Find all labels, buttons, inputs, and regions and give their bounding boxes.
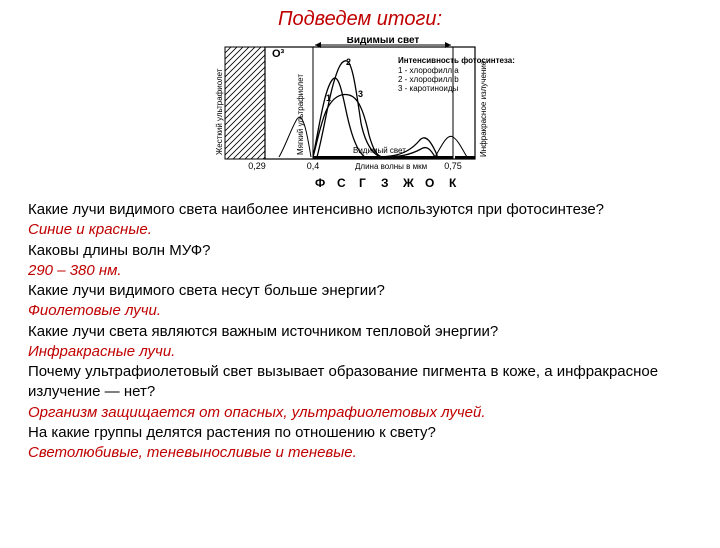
question: На какие группы делятся растения по отно… xyxy=(28,423,700,443)
answer: Синие и красные. xyxy=(28,220,700,240)
answer: Организм защищается от опасных, ультрафи… xyxy=(28,403,700,423)
question: Какие лучи видимого света несут больше э… xyxy=(28,281,700,301)
question: Какие лучи света являются важным источни… xyxy=(28,322,700,342)
color-letter: К xyxy=(449,176,457,190)
color-letter: З xyxy=(381,176,389,190)
page-title: Подведем итоги: xyxy=(0,8,720,31)
right-label: Инфракрасное излучение xyxy=(479,60,488,157)
x-tick: 0,75 xyxy=(444,161,462,171)
x-tick: 0,4 xyxy=(307,161,320,171)
color-letter: Ф xyxy=(315,176,325,190)
o3-label: О³ xyxy=(272,48,285,60)
hard-uv-hatch xyxy=(225,47,265,159)
answer: 290 – 380 нм. xyxy=(28,261,700,281)
visible-bar xyxy=(313,156,453,159)
diagram-container: Видимый свет О³ Жесткий ультрафиолет Мяг… xyxy=(0,37,720,192)
color-letter: Г xyxy=(359,176,366,190)
x-tick: 0,29 xyxy=(248,161,266,171)
legend-item: 1 - хлорофилл a xyxy=(398,66,459,75)
color-letter-row: Ф С Г З Ж О К xyxy=(315,176,457,190)
color-letter: С xyxy=(337,176,346,190)
question: Каковы длины волн МУФ? xyxy=(28,241,700,261)
color-letter: О xyxy=(425,176,434,190)
color-letter: Ж xyxy=(402,176,414,190)
question: Какие лучи видимого света наиболее интен… xyxy=(28,200,700,220)
question: Почему ультрафиолетовый свет вызывает об… xyxy=(28,362,700,403)
legend: Интенсивность фотосинтеза: 1 - хлорофилл… xyxy=(398,56,515,93)
spectrum-diagram: Видимый свет О³ Жесткий ультрафиолет Мяг… xyxy=(205,37,515,192)
qa-section: Какие лучи видимого света наиболее интен… xyxy=(0,200,720,463)
left-outer-label: Жесткий ультрафиолет xyxy=(215,68,224,155)
curve-label-1: 1 xyxy=(326,93,331,103)
answer: Инфракрасные лучи. xyxy=(28,342,700,362)
legend-title: Интенсивность фотосинтеза: xyxy=(398,56,515,65)
legend-item: 3 - каротиноиды xyxy=(398,84,459,93)
legend-item: 2 - хлорофилл b xyxy=(398,75,459,84)
x-axis-label: Длина волны в мкм xyxy=(355,162,427,171)
curve-right-small xyxy=(435,136,467,157)
ir-bar xyxy=(455,156,475,159)
answer: Фиолетовые лучи. xyxy=(28,301,700,321)
curve-label-2: 2 xyxy=(346,57,351,67)
curve-label-3: 3 xyxy=(358,89,363,99)
bottom-inner-label: Видимый свет xyxy=(353,146,406,155)
curve-left-small xyxy=(279,117,311,157)
answer: Светолюбивые, теневыносливые и теневые. xyxy=(28,443,700,463)
left-inner-label: Мягкий ультрафиолет xyxy=(296,74,305,155)
top-label: Видимый свет xyxy=(347,37,420,46)
